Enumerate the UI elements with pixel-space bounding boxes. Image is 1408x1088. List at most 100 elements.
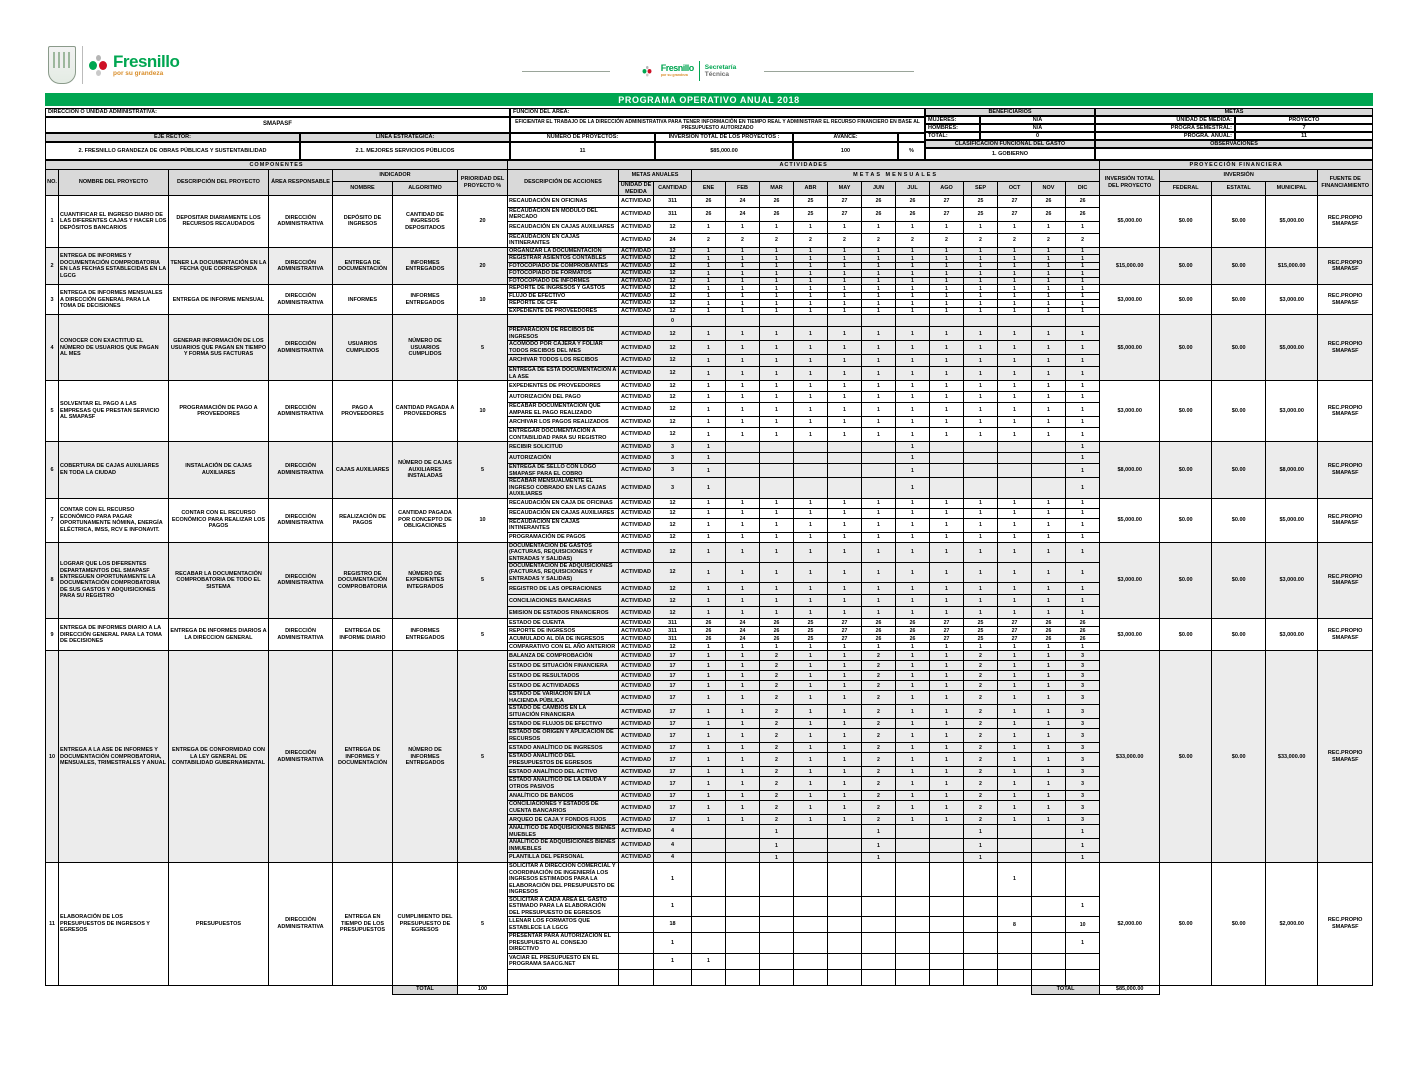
month-value-jul: 1 [895,276,930,286]
month-value-mar: 1 [759,427,794,443]
action-description: DOCUMENTACIÓN DE ADQUISICIONES (FACTURAS… [507,561,619,584]
month-value-abr: 1 [793,680,828,692]
month-value-ene: 1 [691,497,726,509]
empty-cell [45,985,393,995]
poa-table: COMPONENTES ACTIVIDADES PROYECCIÓN FINAN… [45,160,1374,995]
investment-federal: $0.00 [1159,380,1213,443]
unidad-medida-value: PROYECTO [1235,116,1373,124]
month-value-oct: 27 [997,195,1032,208]
action-quantity: 1 [653,862,692,897]
project-10-action-row: ESTADO DE VARIACIÓN EN LA HACIENDA PÚBLI… [46,690,1373,706]
month-value-dic: 1 [1064,306,1101,316]
linea-estrategica-value: 2.1. MEJORES SERVICIOS PÚBLICOS [300,142,510,160]
month-value-dic: 26 [1064,618,1101,628]
month-value-ago: 1 [929,752,964,768]
month-value-may: 1 [827,402,862,418]
month-value-ene [691,824,726,840]
month-value-may: 1 [827,507,862,519]
month-value-mar: 2 [759,670,794,682]
investment-municipal: $15,000.00 [1265,246,1319,286]
project-6-action-row: RECABAR MENSUALMENTE EL INGRESO COBRADO … [46,477,1373,499]
action-unit: ACTIVIDAD [618,246,654,256]
month-value-oct: 1 [997,642,1032,652]
month-value-ene: 1 [691,220,726,234]
action-description: FOTOCOPIADO DE FORMATOS [507,269,619,278]
month-value-jun: 1 [861,391,896,404]
month-value-abr: 1 [793,728,828,744]
month-value-nov: 1 [1031,366,1066,382]
month-value-ene [691,314,726,328]
action-quantity: 17 [653,650,692,662]
action-description: EXPEDIENTES DE PROVEEDORES [507,380,619,393]
action-unit: ACTIVIDAD [618,220,654,234]
project-7-action-row: 7 CONTAR CON EL RECURSO ECONÓMICO PARA PA… [45,497,1374,543]
month-value-oct [997,952,1032,970]
month-value-abr: 1 [793,291,828,301]
project-5-action-row: AUTORIZACIÓN DEL PAGO ACTIVIDAD 12 1 1 1 1 1 1 1 1… [46,391,1373,404]
action-unit: ACTIVIDAD [618,626,654,636]
action-description: PREPARACIÓN DE RECIBOS DE INGRESOS [507,326,619,342]
document-title-bar: PROGRAMA OPERATIVO ANUAL 2018 [45,93,1373,106]
indicator-algorithm: NÚMERO DE INFORMES ENTREGADOS [392,650,458,864]
month-value-may: 1 [827,814,862,826]
month-value-jun: 1 [861,220,896,234]
project-priority: 10 [457,497,508,543]
month-value-dic: 3 [1064,660,1101,672]
project-10-action-row: ESTADO DE SITUACIÓN FINANCIERA ACTIVIDAD 1… [46,660,1373,672]
month-value-may: 1 [827,531,862,543]
month-value-nov: 1 [1031,246,1066,256]
month-value-ene: 1 [691,246,726,256]
month-value-nov [1031,952,1066,970]
month-value-jul: 1 [895,441,930,454]
month-value-ene: 1 [691,441,726,454]
project-5-action-row: 5 SOLVENTAR EL PAGO A LAS EMPRESAS QUE PR… [45,380,1374,443]
month-value-abr: 1 [793,541,828,563]
month-value-nov [1031,968,1066,986]
action-quantity: 12 [653,261,692,271]
month-value-jun [861,441,896,454]
month-value-may: 1 [827,366,862,382]
month-value-sep: 2 [963,704,998,720]
month-value-abr [793,932,828,954]
investment-estatal: $0.00 [1211,380,1267,443]
month-value-nov: 1 [1031,742,1066,754]
action-unit: ACTIVIDAD [618,195,654,208]
col-header-nombre: NOMBRE DEL PROYECTO [58,169,169,196]
action-unit: ACTIVIDAD [618,366,654,382]
project-name: LOGRAR QUE LOS DIFERENTES DEPARTAMENTOS … [58,541,169,620]
project-area: DIRECCIÓN ADMINISTRATIVA [268,246,333,286]
progra-anual-label: PROGRA. ANUAL: [1095,132,1235,140]
action-description: COMPARATIVO CON EL AÑO ANTERIOR [507,642,619,652]
month-value-sep: 1 [963,517,998,533]
month-value-oct: 1 [997,582,1032,596]
month-value-oct: 27 [997,207,1032,222]
month-value-abr: 1 [793,299,828,308]
month-value-abr: 1 [793,220,828,234]
month-value-abr: 1 [793,531,828,543]
action-quantity: 12 [653,291,692,301]
funding-source: REC.PROPIO SMAPASF [1317,650,1374,864]
componentes-section-header: COMPONENTES [45,160,508,170]
project-9-action-row: REPORTE DE INGRESOS ACTIVIDAD 311 26 24 26 25 2… [46,626,1373,636]
clasificacion-label: CLASIFICACION FUNCIONAL DEL GASTO [925,140,1095,148]
action-quantity: 12 [653,594,692,608]
month-value-ago: 27 [929,207,964,222]
action-quantity: 17 [653,704,692,720]
month-value-oct: 1 [997,326,1032,342]
month-value-feb: 1 [725,680,760,692]
project-description: CONTAR CON EL RECURSO ECONÓMICO PARA REA… [168,497,269,543]
month-value-oct: 1 [997,814,1032,826]
month-value-may [827,862,862,897]
month-value-abr: 1 [793,416,828,429]
month-value-may: 1 [827,284,862,293]
month-value-feb: 24 [725,207,760,222]
month-value-dic [1064,968,1101,986]
month-value-jul: 1 [895,340,930,356]
month-value-dic: 1 [1064,452,1101,465]
col-header-cantidad: CANTIDAD [653,181,692,196]
month-value-abr: 1 [793,642,828,652]
action-quantity: 12 [653,340,692,356]
month-value-jun: 1 [861,531,896,543]
investment-federal: $0.00 [1159,650,1213,864]
month-value-abr [793,852,828,864]
